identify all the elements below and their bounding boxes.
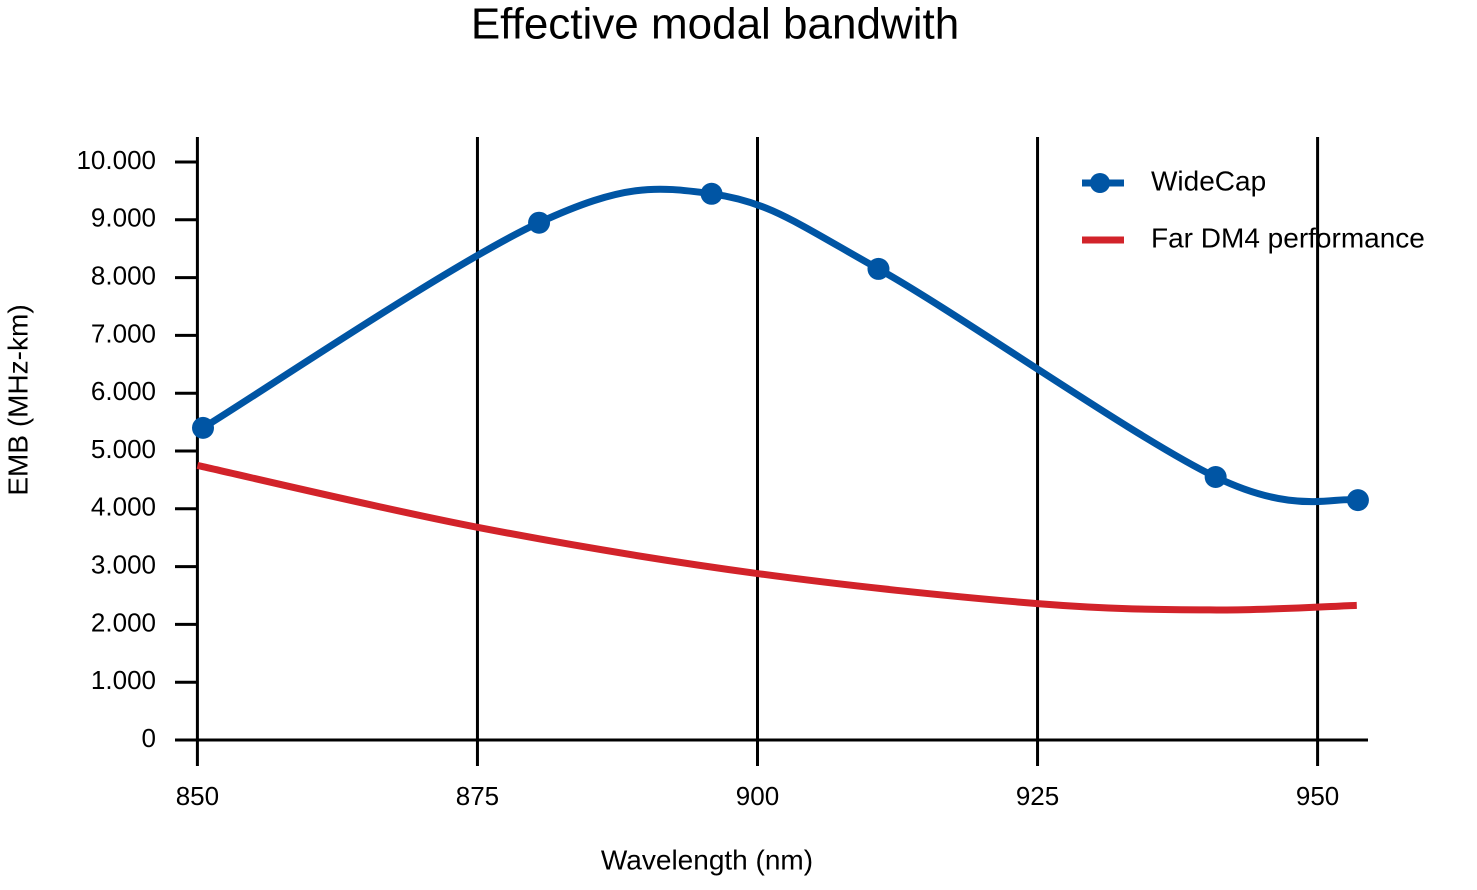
y-tick-label: 3.000	[91, 549, 156, 579]
y-tick-label: 10.000	[76, 145, 156, 175]
y-tick-label: 8.000	[91, 260, 156, 290]
series-line	[196, 462, 1357, 614]
x-axis-label: Wavelength (nm)	[601, 844, 813, 875]
chart-title: Effective modal bandwith	[471, 0, 959, 49]
y-tick-label: 0	[142, 723, 156, 753]
y-tick-label: 2.000	[91, 607, 156, 637]
legend-marker	[1090, 173, 1110, 193]
point	[1346, 489, 1369, 512]
point	[867, 257, 890, 280]
y-tick-label: 1.000	[91, 665, 156, 695]
point	[192, 416, 215, 439]
legend-label: Far DM4 performance	[1151, 222, 1425, 253]
x-tick-label: 925	[1016, 781, 1059, 811]
x-tick-label: 900	[736, 781, 779, 811]
point	[700, 182, 723, 205]
y-tick-label: 7.000	[91, 318, 156, 348]
y-tick-label: 6.000	[91, 376, 156, 406]
y-tick-label: 5.000	[91, 434, 156, 464]
y-axis-label: EMB (MHz-km)	[2, 304, 33, 495]
legend-label: WideCap	[1151, 165, 1266, 196]
x-tick-label: 950	[1296, 781, 1339, 811]
y-tick-label: 4.000	[91, 492, 156, 522]
x-tick-label: 850	[176, 781, 219, 811]
point	[528, 211, 551, 234]
x-tick-label: 875	[456, 781, 499, 811]
y-tick-label: 9.000	[91, 203, 156, 233]
point	[1204, 466, 1227, 489]
